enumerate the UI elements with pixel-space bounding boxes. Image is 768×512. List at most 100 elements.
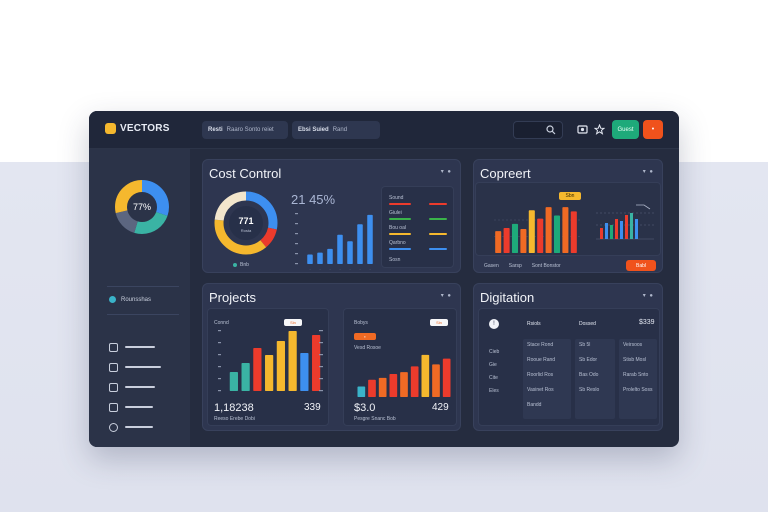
chart-bar[interactable] bbox=[503, 228, 510, 253]
cost-legend-row[interactable]: Qarbno bbox=[389, 240, 449, 254]
y-axis-tick bbox=[295, 223, 298, 225]
search-input[interactable] bbox=[513, 121, 563, 139]
chart-bar[interactable] bbox=[537, 218, 544, 253]
table-cell: Bandd bbox=[527, 402, 542, 408]
chart-bar[interactable] bbox=[300, 353, 309, 391]
alert-button[interactable]: • bbox=[643, 120, 663, 139]
table-row[interactable]: Rooue Rand Sb Edor Stisb Mosl bbox=[479, 356, 661, 365]
chart-bar[interactable] bbox=[347, 241, 353, 264]
card-menu-icon[interactable]: ▾ ● bbox=[440, 293, 452, 299]
projects-right-tag: ▪ bbox=[354, 333, 376, 340]
info-icon[interactable]: ! bbox=[489, 319, 499, 329]
chart-bar[interactable] bbox=[511, 223, 519, 253]
guest-button[interactable]: Guest bbox=[612, 120, 639, 139]
cost-donut-legend-label: Bnb bbox=[240, 262, 249, 268]
projects-left-label: Connd bbox=[214, 320, 229, 326]
chart-bar[interactable] bbox=[241, 363, 250, 391]
y-axis-tick bbox=[319, 378, 323, 380]
chart-bar[interactable] bbox=[229, 372, 238, 391]
x-tick-mark: · bbox=[339, 267, 340, 272]
chart-bar[interactable] bbox=[357, 386, 366, 397]
chart-bar[interactable] bbox=[432, 364, 440, 397]
chart-bar[interactable] bbox=[570, 211, 577, 253]
table-row[interactable]: Vasinet Ros Sb Reslo Prolelto Soss bbox=[479, 386, 661, 395]
sidebar-item-settings[interactable] bbox=[109, 421, 153, 433]
chart-bar[interactable] bbox=[545, 207, 552, 253]
sidebar-donut-chart: 77% bbox=[115, 180, 169, 234]
copert-action-button[interactable]: Babl bbox=[626, 260, 656, 271]
filter-tab-2[interactable]: Ebsi Suied Rand bbox=[292, 121, 380, 139]
copert-bar-chart bbox=[494, 207, 580, 254]
chart-bar[interactable] bbox=[368, 379, 376, 397]
chart-bar[interactable] bbox=[288, 331, 297, 391]
chart-bar[interactable] bbox=[367, 214, 373, 264]
chart-bar[interactable] bbox=[562, 207, 569, 253]
copert-card: Copreert ▾ ● Sbn Gasen Sarsp bbox=[473, 159, 663, 273]
digitation-left-label: Cite bbox=[489, 375, 498, 381]
table-row[interactable]: Bandd bbox=[479, 401, 661, 410]
y-axis-tick bbox=[319, 330, 323, 332]
projects-left-right-number: 339 bbox=[304, 402, 321, 413]
sidebar-item-label-bar bbox=[125, 426, 153, 428]
chart-bar[interactable] bbox=[389, 374, 398, 397]
cost-donut-chart: 771 Rosta bbox=[214, 191, 278, 255]
cost-legend-bar bbox=[389, 203, 411, 205]
digitation-column-bg bbox=[523, 339, 571, 419]
chart-bar[interactable] bbox=[495, 231, 502, 253]
sidebar-divider bbox=[107, 314, 179, 315]
cost-legend-row[interactable]: Giulei bbox=[389, 210, 449, 224]
sidebar-item-documents[interactable] bbox=[109, 341, 155, 353]
chart-bar[interactable] bbox=[265, 355, 274, 391]
chart-bar[interactable] bbox=[400, 372, 408, 397]
star-icon[interactable] bbox=[594, 124, 605, 135]
camera-icon[interactable] bbox=[577, 124, 588, 135]
chart-bar[interactable] bbox=[442, 358, 451, 397]
digitation-left-label: Gie bbox=[489, 362, 497, 368]
card-menu-icon[interactable]: ▾ ● bbox=[642, 169, 654, 175]
sidebar-item-grid[interactable] bbox=[109, 361, 161, 373]
chart-bar[interactable] bbox=[327, 248, 333, 264]
projects-right-big-number: $3.0 bbox=[354, 402, 376, 414]
projects-right-sub: Vesd Rosoe bbox=[354, 345, 381, 351]
chart-bar[interactable] bbox=[276, 341, 285, 391]
cost-donut-sub: Rosta bbox=[241, 228, 252, 233]
table-cell: Sb Edor bbox=[579, 357, 598, 363]
y-axis-tick bbox=[295, 263, 298, 265]
chart-bar[interactable] bbox=[337, 234, 343, 264]
projects-left-big-number: 1,18238 bbox=[214, 402, 254, 414]
table-row[interactable]: Roorlid Ros Bas Odo Rarab Snto bbox=[479, 371, 661, 380]
cost-legend-row[interactable]: Sound bbox=[389, 195, 449, 209]
chart-bar[interactable] bbox=[357, 224, 363, 264]
chart-bar[interactable] bbox=[378, 377, 387, 397]
alert-icon: • bbox=[651, 126, 655, 133]
chart-bar[interactable] bbox=[253, 348, 262, 391]
cost-legend-row[interactable]: Bou oal bbox=[389, 225, 449, 239]
sidebar-item-images[interactable] bbox=[109, 381, 155, 393]
table-row[interactable]: Stace Rond Sb 5l Veirsoos bbox=[479, 341, 661, 350]
cost-headline: 21 45% bbox=[291, 192, 336, 207]
sidebar-item-reports[interactable] bbox=[109, 401, 153, 413]
chart-bar[interactable] bbox=[553, 215, 561, 254]
app-logo[interactable]: VECTORS bbox=[105, 123, 170, 134]
chart-bar[interactable] bbox=[520, 229, 527, 253]
sidebar-item-label-bar bbox=[125, 406, 153, 408]
chart-bar[interactable] bbox=[312, 335, 321, 391]
sidebar-item-label-bar bbox=[125, 346, 155, 348]
sidebar-status[interactable]: Rounsshas bbox=[109, 296, 151, 303]
chart-bar[interactable] bbox=[307, 254, 313, 264]
search-icon[interactable] bbox=[546, 125, 556, 135]
cost-legend-label: Bou oal bbox=[389, 225, 406, 231]
filter-tab-1[interactable]: Resti Raaro Sonto reiet bbox=[202, 121, 288, 139]
chart-bar[interactable] bbox=[528, 210, 535, 253]
copert-mini-chart bbox=[596, 204, 654, 240]
projects-left-bar-chart bbox=[218, 330, 323, 392]
copert-chart-panel: Sbn bbox=[475, 182, 661, 256]
card-menu-icon[interactable]: ▾ ● bbox=[642, 293, 654, 299]
chart-bar[interactable] bbox=[317, 252, 323, 264]
card-menu-icon[interactable]: ▾ ● bbox=[440, 169, 452, 175]
cost-bar-chart: · · · · · · · bbox=[295, 213, 373, 272]
card-title: Copreert bbox=[480, 166, 531, 181]
chart-bar[interactable] bbox=[421, 354, 430, 397]
cost-donut-legend: Bnb bbox=[233, 262, 249, 268]
chart-bar[interactable] bbox=[410, 366, 419, 397]
